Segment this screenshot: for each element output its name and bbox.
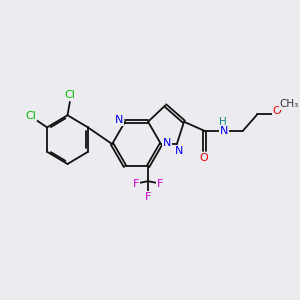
Text: N: N: [115, 115, 123, 125]
Text: CH₃: CH₃: [279, 99, 298, 109]
Text: O: O: [200, 153, 208, 163]
Text: N: N: [175, 146, 183, 156]
Text: F: F: [133, 179, 139, 189]
Text: Cl: Cl: [64, 90, 75, 100]
Text: F: F: [157, 179, 163, 189]
Text: N: N: [220, 126, 229, 136]
Text: H: H: [219, 117, 227, 128]
Text: N: N: [163, 138, 172, 148]
Text: Cl: Cl: [25, 110, 36, 121]
Text: O: O: [272, 106, 281, 116]
Text: F: F: [145, 192, 151, 202]
